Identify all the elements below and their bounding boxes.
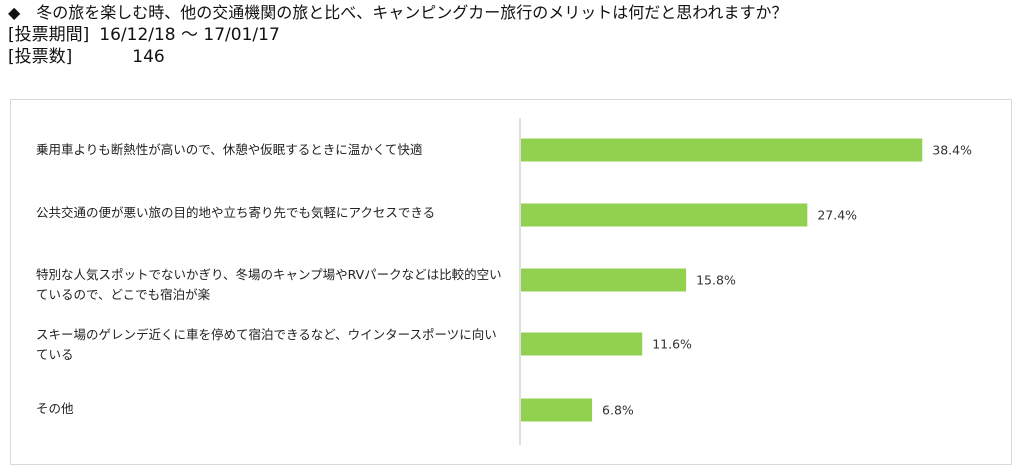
chart-header: ◆ 冬の旅を楽しむ時、他の交通機関の旅と比べ、キャンピングカー旅行のメリットは何… <box>8 2 788 68</box>
voting-period-value: 16/12/18 ～ 17/01/17 <box>99 25 280 45</box>
category-label-4: スキー場のゲレンデ近くに車を停めて宿泊できるなど、ウインタースポーツに向いている <box>36 327 497 362</box>
bar-2 <box>521 203 808 227</box>
vote-count-label: [投票数] <box>8 47 73 67</box>
category-label-3: 特別な人気スポットでないかぎり、冬場のキャンプ場やRVパークなどは比較的空いてい… <box>36 267 502 302</box>
value-label-2: 27.4% <box>817 208 857 223</box>
value-label-1: 38.4% <box>932 143 972 158</box>
category-label-2: 公共交通の便が悪い旅の目的地や立ち寄り先でも気軽にアクセスできる <box>36 205 436 220</box>
vote-count: [投票数] 146 <box>8 46 788 68</box>
vote-count-value: 146 <box>132 47 165 67</box>
chart-frame <box>10 99 1012 465</box>
bar-4 <box>521 332 643 356</box>
bar-3 <box>521 268 687 292</box>
bar-1 <box>521 138 923 162</box>
value-label-5: 6.8% <box>602 403 634 418</box>
category-label-5: その他 <box>36 401 74 416</box>
voting-period: [投票期間] 16/12/18 ～ 17/01/17 <box>8 24 788 46</box>
bar-5 <box>521 398 593 422</box>
value-label-4: 11.6% <box>652 337 692 352</box>
question-title: ◆ 冬の旅を楽しむ時、他の交通機関の旅と比べ、キャンピングカー旅行のメリットは何… <box>8 3 788 22</box>
value-label-3: 15.8% <box>696 273 736 288</box>
category-label-1: 乗用車よりも断熱性が高いので、休憩や仮眠するときに温かくて快適 <box>36 142 423 157</box>
voting-period-label: [投票期間] <box>8 25 90 45</box>
